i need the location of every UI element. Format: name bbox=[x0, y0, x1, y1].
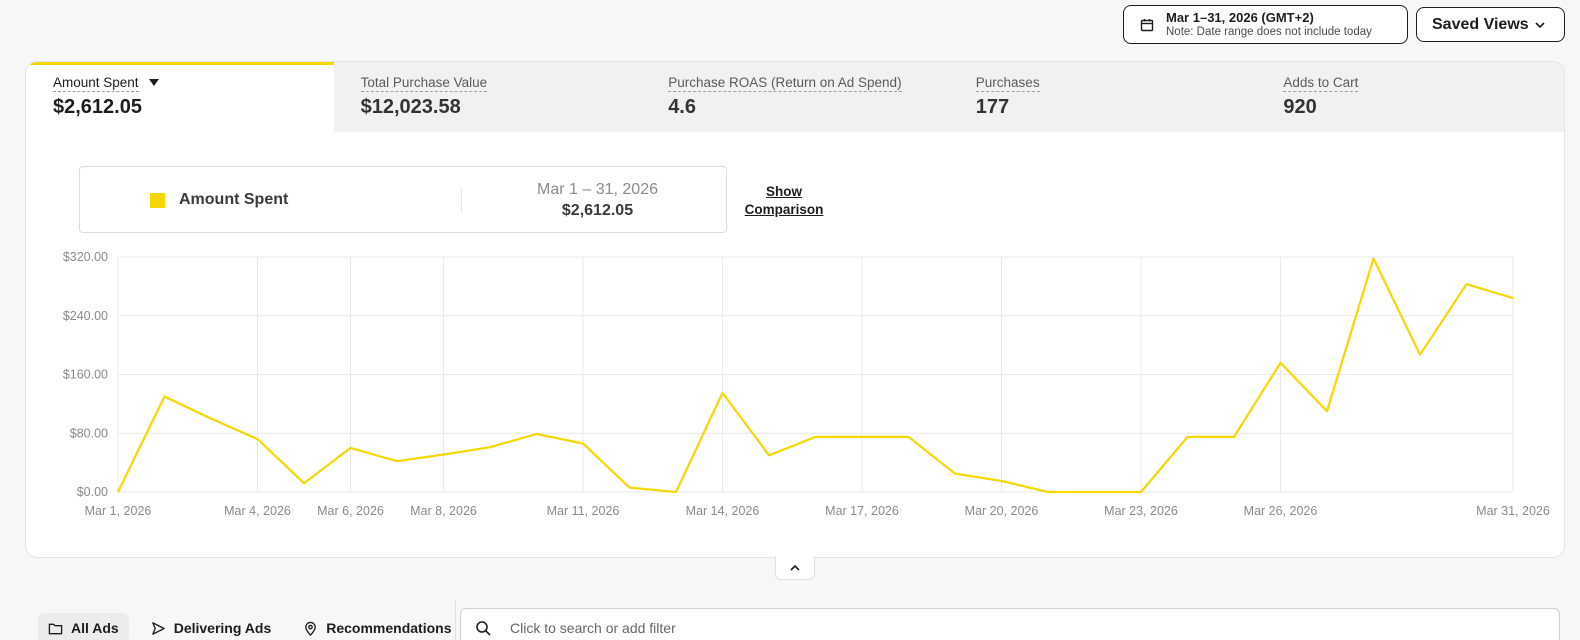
tab-value: 177 bbox=[975, 96, 1010, 118]
ad-filter-tabs: All Ads Delivering Ads Recommendations bbox=[38, 613, 461, 640]
tab-recommendations[interactable]: Recommendations bbox=[293, 613, 461, 640]
show-comparison-line2: Comparison bbox=[744, 202, 824, 217]
folder-icon bbox=[48, 623, 63, 634]
tab-value: 4.6 bbox=[668, 96, 696, 118]
tab-value: $12,023.58 bbox=[360, 96, 461, 118]
show-comparison-line1: Show bbox=[766, 184, 802, 199]
date-range-note: Note: Date range does not include today bbox=[1166, 25, 1372, 38]
x-tick-label: Mar 4, 2026 bbox=[224, 504, 291, 518]
y-tick-label: $160.00 bbox=[63, 368, 108, 382]
location-pin-icon bbox=[305, 621, 317, 636]
tab-total-purchase-value[interactable]: Total Purchase Value $12,023.58 bbox=[334, 62, 642, 132]
x-tick-label: Mar 20, 2026 bbox=[965, 504, 1039, 518]
tab-purchase-roas[interactable]: Purchase ROAS (Return on Ad Spend) 4.6 bbox=[641, 62, 949, 132]
show-comparison-link[interactable]: Show Comparison bbox=[732, 183, 836, 219]
y-tick-label: $0.00 bbox=[77, 485, 108, 499]
legend-date-range: Mar 1 – 31, 2026 bbox=[537, 181, 658, 198]
search-icon bbox=[476, 620, 491, 636]
x-tick-label: Mar 11, 2026 bbox=[547, 504, 620, 518]
tab-label: All Ads bbox=[71, 620, 119, 636]
date-range-picker[interactable]: Mar 1–31, 2026 (GMT+2) Note: Date range … bbox=[1123, 5, 1408, 44]
tab-label: Purchases bbox=[975, 75, 1040, 92]
tab-label: Recommendations bbox=[326, 620, 452, 636]
tab-all-ads[interactable]: All Ads bbox=[38, 613, 129, 640]
legend-swatch bbox=[150, 193, 165, 208]
x-tick-label: Mar 6, 2026 bbox=[317, 504, 384, 518]
saved-views-button[interactable]: Saved Views bbox=[1416, 7, 1565, 42]
x-tick-label: Mar 23, 2026 bbox=[1104, 504, 1178, 518]
tab-adds-to-cart[interactable]: Adds to Cart 920 bbox=[1256, 62, 1564, 132]
series-line-amount-spent bbox=[117, 257, 1514, 494]
calendar-icon bbox=[1140, 18, 1154, 31]
chart-legend: Amount Spent Mar 1 – 31, 2026 $2,612.05 bbox=[79, 166, 727, 233]
x-tick-label: Mar 14, 2026 bbox=[686, 504, 760, 518]
chevron-up-icon bbox=[790, 564, 800, 571]
tab-label: Delivering Ads bbox=[173, 620, 272, 636]
metrics-card: Amount Spent $2,612.05 Total Purchase Va… bbox=[25, 61, 1565, 558]
x-tick-label: Mar 8, 2026 bbox=[410, 504, 477, 518]
y-tick-label: $80.00 bbox=[70, 426, 108, 440]
caret-down-icon[interactable] bbox=[148, 79, 159, 87]
x-tick-label: Mar 17, 2026 bbox=[825, 504, 899, 518]
legend-divider bbox=[461, 189, 462, 213]
search-bar[interactable] bbox=[460, 608, 1560, 640]
amount-spent-line-chart: $0.00 $80.00 $160.00 $240.00 $320.00 Mar 1, 2… bbox=[63, 250, 1550, 518]
y-tick-label: $320.00 bbox=[63, 250, 108, 264]
tab-amount-spent[interactable]: Amount Spent $2,612.05 bbox=[26, 62, 334, 132]
x-tick-label: Mar 31, 2026 bbox=[1476, 504, 1550, 518]
tab-delivering-ads[interactable]: Delivering Ads bbox=[141, 613, 282, 640]
date-range-label: Mar 1–31, 2026 (GMT+2) bbox=[1166, 9, 1314, 25]
metric-tabs: Amount Spent $2,612.05 Total Purchase Va… bbox=[26, 62, 1564, 132]
collapse-chart-button[interactable] bbox=[775, 556, 815, 580]
tab-value: $2,612.05 bbox=[53, 96, 142, 118]
tab-label: Adds to Cart bbox=[1283, 75, 1359, 92]
legend-series-name: Amount Spent bbox=[179, 191, 289, 208]
tab-label: Total Purchase Value bbox=[360, 75, 488, 92]
tab-purchases[interactable]: Purchases 177 bbox=[949, 62, 1257, 132]
search-input[interactable] bbox=[510, 620, 1410, 636]
x-tick-label: Mar 26, 2026 bbox=[1244, 504, 1318, 518]
x-tick-label: Mar 1, 2026 bbox=[85, 504, 152, 518]
saved-views-label: Saved Views bbox=[1432, 15, 1529, 33]
toolbar-divider bbox=[455, 600, 456, 640]
tab-value: 920 bbox=[1283, 96, 1317, 118]
tab-label: Purchase ROAS (Return on Ad Spend) bbox=[668, 75, 902, 92]
y-tick-label: $240.00 bbox=[63, 309, 108, 323]
chevron-down-icon bbox=[1535, 21, 1545, 28]
tab-label: Amount Spent bbox=[53, 75, 139, 92]
send-icon bbox=[151, 621, 165, 635]
legend-total: $2,612.05 bbox=[561, 202, 634, 219]
